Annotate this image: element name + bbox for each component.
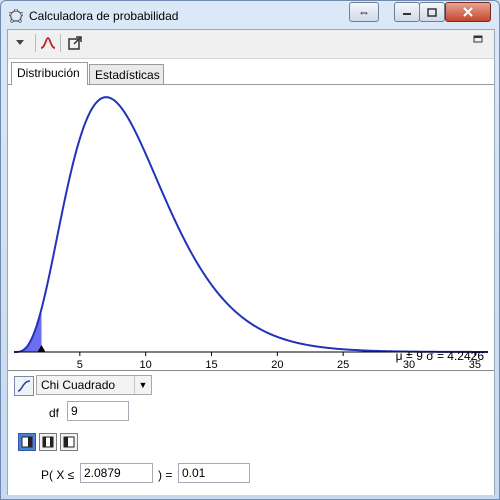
minimize-icon <box>403 13 411 15</box>
x-value-marker <box>37 345 46 352</box>
dock-icon <box>473 35 483 43</box>
cdf-icon <box>17 380 31 392</box>
chart-svg: 5 10 15 20 25 30 35 <box>14 96 488 371</box>
x-tick-label: 15 <box>205 359 217 370</box>
export-button[interactable] <box>65 33 85 53</box>
tab-distribucion[interactable]: Distribución <box>11 62 88 85</box>
dock-button[interactable] <box>470 32 486 46</box>
controls-panel: Chi Cuadrado ▼ df 9 P( X ≤ 2.0879 ) = 0.… <box>8 370 494 495</box>
mean-stddev-readout: μ = 9 σ = 4.2426 <box>395 349 484 363</box>
interval-icon <box>42 436 54 448</box>
probability-result-field[interactable]: 0.01 <box>178 463 250 483</box>
calculator-panel: Distribución Estadísticas 5 10 15 20 25 30 35 … <box>7 29 495 495</box>
left-tail-icon <box>21 436 33 448</box>
tab-bar: Distribución Estadísticas <box>8 62 494 85</box>
swap-icon: ⇔ <box>358 5 370 19</box>
cumulative-toggle-button[interactable] <box>14 376 34 396</box>
menu-triangle-icon <box>16 40 24 45</box>
x-tick-label: 5 <box>77 359 83 370</box>
menu-button[interactable] <box>10 33 30 53</box>
x-tick-label: 10 <box>140 359 152 370</box>
toolbar-divider <box>35 34 36 52</box>
x-value-input[interactable]: 2.0879 <box>80 463 153 483</box>
title-bar[interactable]: Calculadora de probabilidad ⇔ <box>1 1 499 31</box>
right-tail-button[interactable] <box>60 433 78 451</box>
show-curve-button[interactable] <box>38 33 58 53</box>
density-curve <box>14 96 488 353</box>
curve-icon <box>40 37 56 49</box>
tab-label: Distribución <box>17 66 80 80</box>
df-label: df <box>49 406 60 420</box>
close-icon <box>463 7 473 17</box>
shaded-probability-region <box>14 308 42 352</box>
maximize-button[interactable] <box>419 2 445 22</box>
x-tick-label: 20 <box>271 359 283 370</box>
df-input[interactable]: 9 <box>67 401 129 421</box>
x-tick-label: 25 <box>337 359 349 370</box>
toolbar-divider <box>60 34 61 52</box>
swap-window-button[interactable]: ⇔ <box>349 2 379 22</box>
window-title: Calculadora de probabilidad <box>29 9 179 23</box>
tab-estadisticas[interactable]: Estadísticas <box>89 64 164 84</box>
right-tail-icon <box>63 436 75 448</box>
distribution-select-value: Chi Cuadrado <box>41 378 116 392</box>
x-tick-label: 35 <box>469 359 481 370</box>
toolbar <box>8 30 494 59</box>
chevron-down-icon: ▼ <box>134 376 151 394</box>
tab-label: Estadísticas <box>95 68 160 82</box>
close-button[interactable] <box>445 2 491 22</box>
window-app-icon <box>9 9 23 23</box>
x-tick-label: 30 <box>403 359 415 370</box>
probability-prefix: P( X ≤ <box>41 468 75 482</box>
probability-suffix: ) = <box>158 468 173 482</box>
interval-button[interactable] <box>39 433 57 451</box>
distribution-select[interactable]: Chi Cuadrado ▼ <box>36 375 152 395</box>
maximize-icon <box>427 7 437 17</box>
export-icon <box>68 36 82 50</box>
distribution-chart[interactable]: 5 10 15 20 25 30 35 μ = 9 σ = 4.2426 <box>8 85 494 371</box>
left-tail-button[interactable] <box>18 433 36 451</box>
minimize-button[interactable] <box>394 2 420 22</box>
